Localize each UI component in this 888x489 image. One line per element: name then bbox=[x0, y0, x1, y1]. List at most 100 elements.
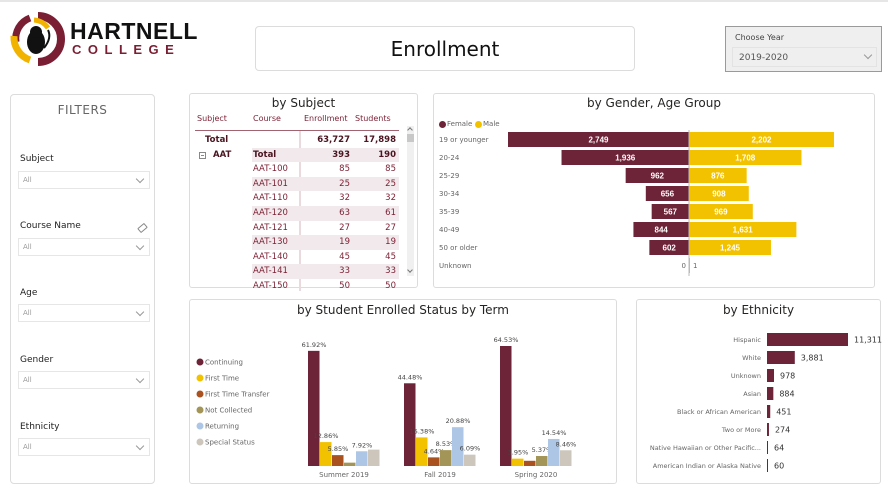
scrollbar-thumb[interactable] bbox=[407, 134, 414, 142]
bar-returning bbox=[356, 451, 368, 466]
bar-special-status bbox=[464, 454, 476, 466]
cell-students: 50 bbox=[385, 281, 396, 291]
bar-returning bbox=[548, 438, 560, 466]
table-row[interactable]: AAT-100 85 85 bbox=[195, 162, 399, 177]
female-bar bbox=[649, 240, 689, 255]
chevron-down-icon bbox=[135, 374, 145, 384]
chevron-down-icon bbox=[135, 174, 145, 184]
bar-data-label: 14.54% bbox=[542, 429, 567, 437]
ethnicity-filter-dropdown[interactable]: All bbox=[18, 438, 150, 456]
gender-filter-value: All bbox=[23, 376, 32, 384]
male-bar bbox=[689, 240, 771, 255]
table-row[interactable]: AAT-110 32 32 bbox=[195, 191, 399, 206]
ethnicity-bar bbox=[767, 333, 848, 346]
cell-students: 61 bbox=[385, 208, 396, 218]
bar-returning bbox=[452, 427, 464, 466]
table-row[interactable]: AAT Total 393 190 bbox=[195, 147, 399, 163]
legend-female[interactable]: Female bbox=[447, 120, 473, 128]
col-header-students[interactable]: Students bbox=[355, 114, 391, 123]
subject-filter-value: All bbox=[23, 176, 32, 184]
ethnicity-label: Unknown bbox=[731, 372, 761, 380]
cell-students: 33 bbox=[385, 266, 396, 277]
age-filter-dropdown[interactable]: All bbox=[18, 304, 150, 322]
gender-filter-dropdown[interactable]: All bbox=[18, 371, 150, 389]
cell-course: AAT-121 bbox=[253, 222, 288, 233]
clear-selection-eraser-icon[interactable] bbox=[137, 222, 148, 234]
male-bar bbox=[689, 222, 797, 237]
year-slicer-label: Choose Year bbox=[735, 33, 785, 42]
ethnicity-bar bbox=[767, 441, 768, 454]
ethnicity-bar bbox=[767, 369, 775, 382]
bar-data-label: 6.09% bbox=[460, 445, 481, 453]
year-slicer: Choose Year 2019-2020 bbox=[725, 26, 882, 72]
scroll-up-icon[interactable] bbox=[407, 127, 413, 133]
cell-enrollment: 50 bbox=[339, 281, 350, 291]
female-bar-label: 1,936 bbox=[615, 154, 636, 163]
table-row[interactable]: AAT-140 45 45 bbox=[195, 250, 399, 265]
by-subject-table-panel: by Subject Subject Course Enrollment Stu… bbox=[189, 93, 418, 291]
legend-dot-first-time-transfer bbox=[196, 390, 204, 398]
table-row[interactable]: AAT-141 33 33 bbox=[195, 264, 399, 279]
female-bar-label: 0 bbox=[682, 262, 686, 270]
bar-data-label: 3.95% bbox=[508, 449, 529, 457]
cell-students: 25 bbox=[385, 178, 396, 189]
by-status-term-chart-panel: by Student Enrolled Status by Term Conti… bbox=[189, 299, 617, 484]
female-bar-label: 602 bbox=[663, 244, 677, 253]
bar-special-status bbox=[560, 450, 572, 466]
male-bar bbox=[689, 150, 802, 165]
age-group-label: 50 or older bbox=[439, 244, 477, 252]
age-group-label: Unknown bbox=[439, 262, 472, 270]
ethnicity-filter-label: Ethnicity bbox=[20, 422, 60, 432]
cell-enrollment: 63,727 bbox=[317, 135, 350, 145]
ethnicity-value-label: 11,311 bbox=[854, 336, 882, 345]
table-row[interactable]: AAT-121 27 27 bbox=[195, 221, 399, 236]
ethnicity-value-label: 978 bbox=[780, 372, 795, 381]
ethnicity-value-label: 274 bbox=[775, 426, 790, 435]
cell-enrollment: 32 bbox=[339, 193, 350, 204]
scroll-down-icon[interactable] bbox=[407, 267, 413, 273]
cell-enrollment: 19 bbox=[339, 237, 350, 248]
col-header-enrollment[interactable]: Enrollment bbox=[304, 114, 348, 123]
age-group-label: 40-49 bbox=[439, 226, 459, 234]
subject-filter-dropdown[interactable]: All bbox=[18, 171, 150, 189]
bar-data-label: 8.53% bbox=[436, 440, 457, 448]
bar-first-time bbox=[512, 458, 524, 466]
legend-first-time: First Time bbox=[205, 375, 239, 383]
term-axis-label: Fall 2019 bbox=[424, 471, 456, 479]
ethnicity-bar bbox=[767, 459, 768, 472]
table-row[interactable]: AAT-150 50 50 bbox=[195, 279, 399, 294]
collapse-minus-icon[interactable] bbox=[199, 151, 206, 159]
table-scrollbar[interactable] bbox=[407, 126, 414, 276]
legend-returning: Returning bbox=[205, 423, 239, 431]
table-row[interactable]: AAT-101 25 25 bbox=[195, 176, 399, 192]
ethnicity-value-label: 64 bbox=[774, 444, 784, 453]
course-filter-dropdown[interactable]: All bbox=[18, 238, 150, 256]
row-shade bbox=[252, 147, 399, 163]
panther-logo-icon bbox=[10, 12, 65, 66]
age-group-label: 30-34 bbox=[439, 190, 460, 198]
legend-continuing: Continuing bbox=[205, 359, 243, 367]
cell-subject: AAT bbox=[213, 149, 232, 160]
female-bar bbox=[625, 168, 689, 183]
ethnicity-label: Black or African American bbox=[677, 408, 761, 416]
female-bar-label: 656 bbox=[661, 190, 675, 199]
col-header-course[interactable]: Course bbox=[253, 114, 281, 123]
female-bar bbox=[633, 222, 689, 237]
bar-not-collected bbox=[536, 456, 548, 466]
col-header-subject[interactable]: Subject bbox=[197, 114, 227, 123]
bar-data-label: 12.86% bbox=[314, 432, 339, 440]
table-row[interactable]: AAT-120 63 61 bbox=[195, 206, 399, 221]
cell-course: AAT-110 bbox=[253, 193, 288, 204]
table-row[interactable]: AAT-130 19 19 bbox=[195, 235, 399, 250]
table-row[interactable]: Total 63,727 17,898 bbox=[195, 133, 399, 148]
cell-students: 45 bbox=[385, 251, 396, 262]
gender-filter-label: Gender bbox=[20, 355, 54, 365]
row-shade bbox=[252, 176, 399, 192]
year-dropdown[interactable]: 2019-2020 bbox=[732, 47, 877, 67]
ethnicity-bar bbox=[767, 387, 774, 400]
cell-students: 190 bbox=[378, 149, 396, 160]
gender-age-plot: 19 or younger 2,749 2,202 20-24 1,936 1,708 25… bbox=[439, 130, 834, 276]
bar-special-status bbox=[368, 449, 380, 466]
legend-male[interactable]: Male bbox=[483, 120, 500, 128]
male-bar-label: 1,708 bbox=[735, 154, 756, 163]
